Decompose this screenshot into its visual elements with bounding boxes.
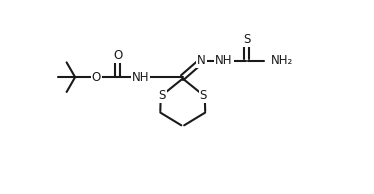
Text: S: S (199, 89, 207, 102)
Text: S: S (243, 33, 250, 46)
Text: O: O (113, 49, 122, 62)
Text: S: S (159, 89, 166, 102)
Text: NH: NH (215, 54, 233, 67)
Text: N: N (197, 54, 206, 67)
Text: O: O (92, 71, 101, 84)
Text: NH₂: NH₂ (270, 54, 293, 67)
Text: NH: NH (132, 71, 149, 84)
